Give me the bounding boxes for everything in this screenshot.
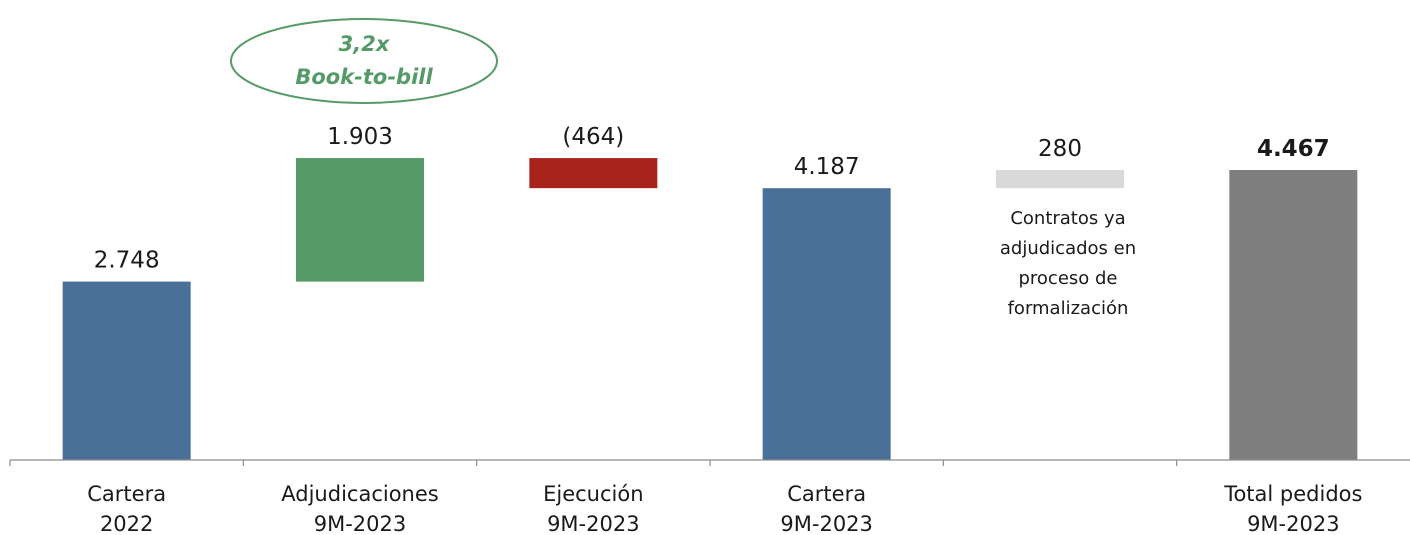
x-tick-label: Adjudicaciones xyxy=(281,482,438,506)
x-tick-label: 9M-2023 xyxy=(780,512,873,535)
bar-4 xyxy=(996,170,1124,189)
book-to-bill-ratio: 3,2x xyxy=(339,32,391,56)
x-tick-label: 2022 xyxy=(100,512,153,535)
x-tick-label: Cartera xyxy=(787,482,866,506)
book-to-bill-bubble: 3,2x Book-to-bill xyxy=(230,18,498,104)
x-tick-label: 9M-2023 xyxy=(547,512,640,535)
note-line: proceso de xyxy=(1018,268,1117,289)
data-label-1: 1.903 xyxy=(327,124,393,150)
x-tick-label: 9M-2023 xyxy=(314,512,407,535)
bar-3 xyxy=(762,188,891,461)
x-axis-ticks-group xyxy=(9,460,1178,466)
note-line: adjudicados en xyxy=(1000,238,1136,259)
book-to-bill-ellipse xyxy=(230,18,498,104)
book-to-bill-label: Book-to-bill xyxy=(295,65,433,89)
x-tick-label: 9M-2023 xyxy=(1247,512,1340,535)
data-label-2: (464) xyxy=(562,124,624,150)
pending-contracts-note: Contratos ya adjudicados en proceso de f… xyxy=(1000,208,1136,319)
bar-5 xyxy=(1229,170,1358,460)
bar-0 xyxy=(62,281,191,460)
bars-group xyxy=(62,158,1358,461)
note-line: Contratos ya xyxy=(1010,208,1125,229)
x-tick-label: Total pedidos xyxy=(1223,482,1362,506)
category-labels-group: Cartera 2022 Adjudicaciones 9M-2023 Ejecució… xyxy=(87,482,1362,535)
data-label-0: 2.748 xyxy=(94,248,160,274)
x-tick-label: Ejecución xyxy=(543,482,643,506)
note-line: formalización xyxy=(1008,298,1129,319)
value-labels-group: 2.748 1.903 (464) 4.187 280 4.467 xyxy=(94,124,1330,274)
data-label-3: 4.187 xyxy=(794,154,860,180)
bar-2 xyxy=(529,158,658,189)
bar-1 xyxy=(296,158,424,282)
x-tick-label: Cartera xyxy=(87,482,166,506)
data-label-5: 4.467 xyxy=(1257,136,1330,162)
data-label-4: 280 xyxy=(1038,136,1082,162)
